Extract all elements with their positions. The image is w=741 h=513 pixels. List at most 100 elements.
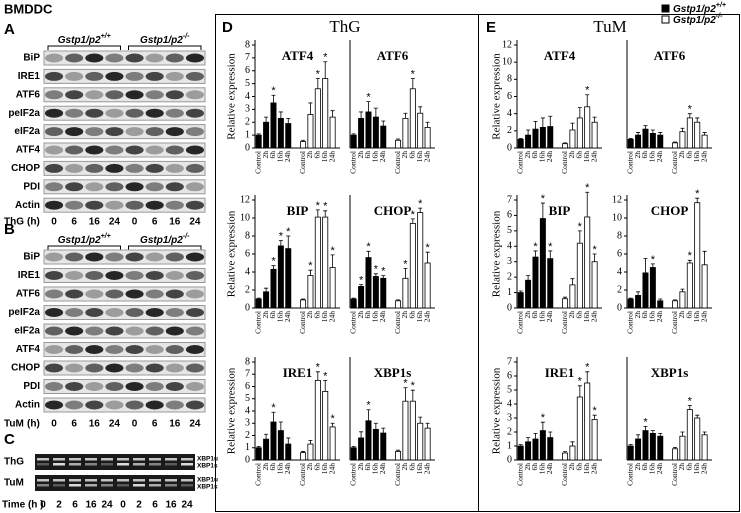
error-bar	[323, 210, 328, 218]
x-tick-label: 2h	[633, 463, 642, 471]
genotype-label: Gstp1/p2+/+	[58, 233, 111, 245]
blot-band	[45, 289, 64, 299]
bar	[372, 428, 379, 461]
error-bar	[256, 297, 261, 299]
bar	[642, 430, 649, 461]
blot-row-label: ATF4	[16, 145, 41, 156]
time-label: Time (h )	[2, 500, 43, 511]
error-bar	[256, 133, 261, 136]
y-tick-label: 6	[507, 210, 512, 221]
y-tick-label: 7	[245, 52, 250, 63]
blot-band	[133, 484, 145, 487]
bar	[424, 127, 431, 149]
blot-band	[165, 345, 184, 354]
bar	[270, 102, 277, 149]
x-tick-label: 24h	[422, 463, 431, 475]
y-tick-label: 1	[245, 129, 250, 140]
x-tick-label: 24h	[545, 151, 554, 163]
x-tick-label: 2h	[305, 151, 314, 159]
y-axis-label: Relative expression	[226, 210, 238, 297]
blot-band	[165, 271, 184, 280]
error-bar	[526, 275, 531, 281]
y-axis-label: Relative expression	[491, 53, 503, 140]
genotype-sup: +/+	[716, 2, 726, 9]
error-bar	[533, 250, 538, 258]
blot-row-label: PDI	[23, 381, 40, 392]
bar	[263, 438, 270, 461]
blot-band	[165, 182, 184, 192]
blot-band	[125, 108, 144, 118]
bar	[584, 382, 591, 461]
bar	[576, 396, 583, 461]
bar	[270, 421, 277, 461]
lane-label: 16	[89, 419, 101, 430]
error-bar	[366, 409, 371, 421]
blot-band	[85, 345, 104, 354]
blot-band	[185, 382, 204, 391]
error-bar	[540, 421, 545, 431]
x-tick-label: Control	[670, 151, 679, 174]
blot-band	[105, 363, 124, 373]
treatment-label: ThG	[4, 217, 24, 228]
blot-band	[85, 463, 97, 466]
bar	[417, 112, 424, 149]
blot-row-label: ATF4	[16, 344, 41, 355]
error-bar	[330, 254, 335, 268]
blot-band	[53, 463, 65, 466]
y-tick-label: 0	[245, 142, 250, 153]
treatment-label: TuM	[4, 419, 24, 430]
bar	[627, 445, 634, 461]
significance-mark: *	[643, 416, 648, 428]
error-bar	[540, 117, 545, 128]
blot-band	[125, 252, 144, 262]
blot-band	[65, 145, 84, 155]
y-tick-label: 4	[245, 266, 250, 277]
blot-band	[125, 326, 144, 336]
bar	[380, 125, 387, 149]
blot-row-label: CHOP	[11, 363, 40, 374]
error-bar	[315, 371, 320, 381]
blot-band	[149, 484, 161, 487]
x-tick-label: 2h	[305, 311, 314, 319]
error-bar	[518, 290, 523, 293]
bar	[402, 117, 409, 149]
y-tick-label: 5	[245, 78, 250, 89]
y-tick-label: 8	[245, 230, 250, 241]
error-bar	[403, 112, 408, 119]
error-bar	[673, 447, 678, 449]
bar	[657, 134, 664, 149]
blot-band	[85, 400, 104, 410]
blot-band	[145, 182, 164, 192]
blot-band	[45, 326, 64, 336]
lane-label: 16	[85, 500, 97, 511]
bar	[539, 430, 546, 461]
x-tick-label: Control	[393, 151, 402, 174]
x-tick-label: 24h	[422, 311, 431, 323]
blot-strip	[43, 323, 206, 339]
blot-strip	[43, 397, 206, 413]
error-bar	[278, 240, 283, 246]
bar	[329, 116, 336, 149]
panel-letter: E	[486, 19, 496, 36]
y-tick-label: 3	[245, 104, 250, 115]
unit-label: (h)	[27, 217, 40, 228]
x-tick-label: 6h	[575, 311, 584, 319]
blot-band	[149, 463, 161, 466]
y-tick-label: 2	[245, 284, 250, 295]
blot-band	[185, 363, 204, 373]
significance-mark: *	[316, 362, 321, 374]
y-axis-label: Relative expression	[226, 53, 238, 140]
bar	[322, 216, 329, 309]
bar	[329, 267, 336, 309]
blot-band	[85, 90, 104, 100]
chart-title: BIP	[287, 203, 309, 218]
significance-mark: *	[548, 241, 553, 253]
lane-label: 6	[152, 419, 158, 430]
bar	[329, 426, 336, 461]
significance-mark: *	[411, 68, 416, 80]
x-tick-label: 2h	[356, 151, 365, 159]
bar	[591, 121, 598, 149]
error-bar	[563, 142, 568, 144]
bar	[395, 300, 402, 309]
blot-band	[105, 182, 124, 192]
